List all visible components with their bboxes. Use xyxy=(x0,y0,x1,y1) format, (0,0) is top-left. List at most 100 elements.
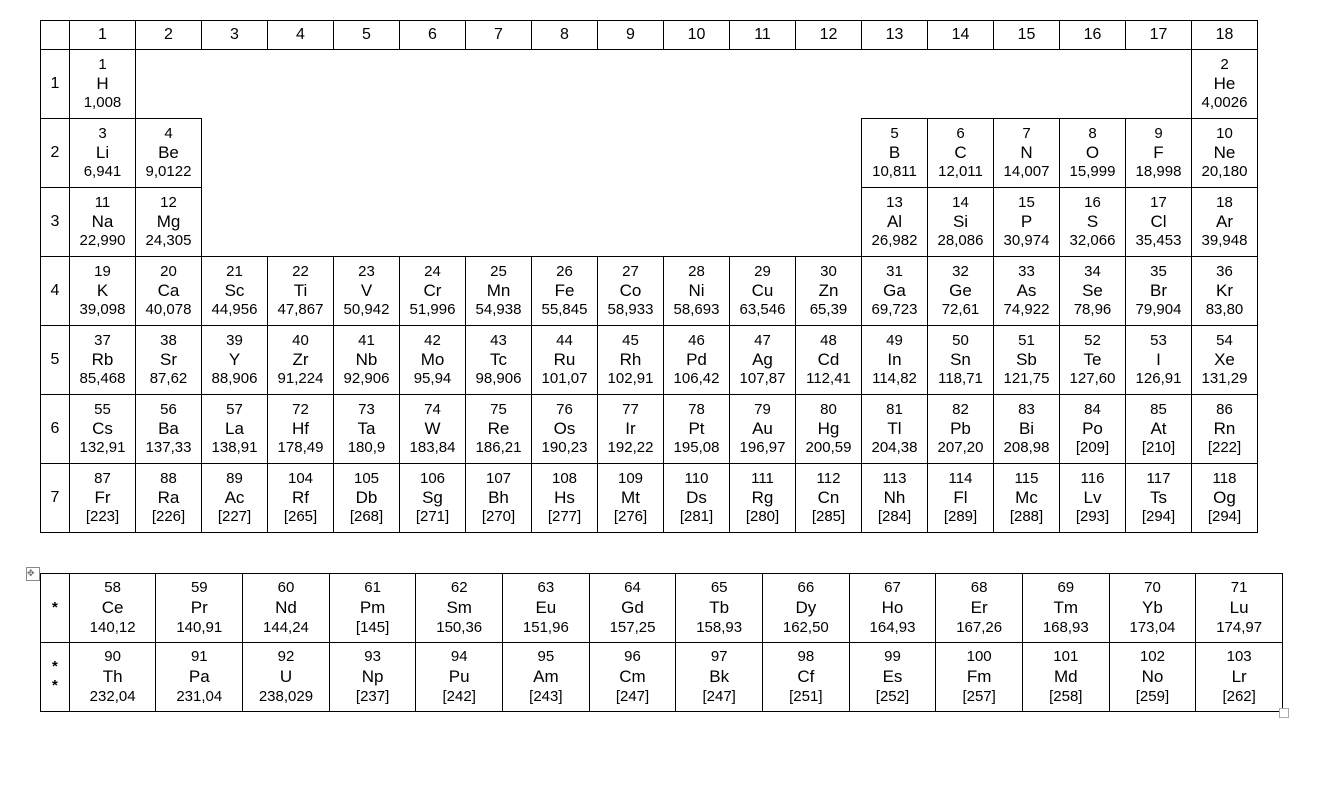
element-symbol: Co xyxy=(598,281,663,301)
element-Cr: 24Cr51,996 xyxy=(400,257,466,326)
atomic-mass: 200,59 xyxy=(796,439,861,457)
atomic-number: 106 xyxy=(400,470,465,488)
element-Fl: 114Fl[289] xyxy=(928,464,994,533)
empty-cell xyxy=(598,188,664,257)
group-header-10: 10 xyxy=(664,21,730,50)
group-header-1: 1 xyxy=(70,21,136,50)
atomic-mass: [289] xyxy=(928,508,993,526)
element-Rh: 45Rh102,91 xyxy=(598,326,664,395)
atomic-number: 80 xyxy=(796,401,861,419)
atomic-mass: 14,007 xyxy=(994,163,1059,181)
element-symbol: Er xyxy=(936,597,1022,618)
atomic-mass: 63,546 xyxy=(730,301,795,319)
atomic-mass: 102,91 xyxy=(598,370,663,388)
atomic-mass: [271] xyxy=(400,508,465,526)
element-symbol: Hg xyxy=(796,419,861,439)
empty-cell xyxy=(466,188,532,257)
element-Hf: 72Hf178,49 xyxy=(268,395,334,464)
element-Br: 35Br79,904 xyxy=(1126,257,1192,326)
element-Kr: 36Kr83,80 xyxy=(1192,257,1258,326)
atomic-mass: 85,468 xyxy=(70,370,135,388)
element-symbol: At xyxy=(1126,419,1191,439)
empty-cell xyxy=(664,119,730,188)
atomic-mass: 101,07 xyxy=(532,370,597,388)
element-symbol: Ag xyxy=(730,350,795,370)
atomic-mass: 22,990 xyxy=(70,232,135,250)
element-Cf: 98Cf[251] xyxy=(763,643,850,712)
atomic-number: 68 xyxy=(936,579,1022,598)
atomic-mass: 35,453 xyxy=(1126,232,1191,250)
atomic-number: 95 xyxy=(503,648,589,667)
atomic-number: 21 xyxy=(202,263,267,281)
group-header-18: 18 xyxy=(1192,21,1258,50)
atomic-number: 31 xyxy=(862,263,927,281)
element-symbol: He xyxy=(1192,74,1257,94)
element-W: 74W183,84 xyxy=(400,395,466,464)
atomic-number: 44 xyxy=(532,332,597,350)
atomic-number: 92 xyxy=(243,648,329,667)
atomic-number: 52 xyxy=(1060,332,1125,350)
element-symbol: Md xyxy=(1023,666,1109,687)
element-symbol: Pb xyxy=(928,419,993,439)
atomic-mass: 186,21 xyxy=(466,439,531,457)
element-symbol: Mo xyxy=(400,350,465,370)
empty-cell xyxy=(334,50,400,119)
element-symbol: Cf xyxy=(763,666,849,687)
atomic-mass: 18,998 xyxy=(1126,163,1191,181)
atomic-mass: 51,996 xyxy=(400,301,465,319)
resize-handle-icon[interactable] xyxy=(1279,708,1289,718)
atomic-number: 46 xyxy=(664,332,729,350)
element-Pd: 46Pd106,42 xyxy=(664,326,730,395)
period-label-3: 3 xyxy=(41,188,70,257)
element-Ta: 73Ta180,9 xyxy=(334,395,400,464)
atomic-number: 87 xyxy=(70,470,135,488)
element-At: 85At[210] xyxy=(1126,395,1192,464)
atomic-mass: 183,84 xyxy=(400,439,465,457)
atomic-number: 83 xyxy=(994,401,1059,419)
atomic-number: 3 xyxy=(70,125,135,143)
element-C: 6C12,011 xyxy=(928,119,994,188)
atomic-mass: [222] xyxy=(1192,439,1257,457)
element-Ts: 117Ts[294] xyxy=(1126,464,1192,533)
atomic-number: 50 xyxy=(928,332,993,350)
element-symbol: Kr xyxy=(1192,281,1257,301)
element-Lr: 103Lr[262] xyxy=(1196,643,1283,712)
element-Sn: 50Sn118,71 xyxy=(928,326,994,395)
atomic-number: 82 xyxy=(928,401,993,419)
element-symbol: Tm xyxy=(1023,597,1109,618)
atomic-number: 40 xyxy=(268,332,333,350)
element-symbol: Mt xyxy=(598,488,663,508)
empty-cell xyxy=(796,188,862,257)
atomic-mass: 74,922 xyxy=(994,301,1059,319)
element-symbol: Ca xyxy=(136,281,201,301)
element-Es: 99Es[252] xyxy=(849,643,936,712)
atomic-number: 117 xyxy=(1126,470,1191,488)
element-symbol: Ni xyxy=(664,281,729,301)
move-handle-icon[interactable]: ✥ xyxy=(26,567,40,581)
atomic-mass: 44,956 xyxy=(202,301,267,319)
element-symbol: Rg xyxy=(730,488,795,508)
element-Rg: 111Rg[280] xyxy=(730,464,796,533)
atomic-number: 73 xyxy=(334,401,399,419)
element-Mt: 109Mt[276] xyxy=(598,464,664,533)
atomic-number: 69 xyxy=(1023,579,1109,598)
empty-cell xyxy=(730,188,796,257)
empty-cell xyxy=(928,50,994,119)
atomic-mass: 1,008 xyxy=(70,94,135,112)
element-Sm: 62Sm150,36 xyxy=(416,574,503,643)
empty-cell xyxy=(334,188,400,257)
element-Pr: 59Pr140,91 xyxy=(156,574,243,643)
atomic-mass: 50,942 xyxy=(334,301,399,319)
empty-cell xyxy=(202,188,268,257)
atomic-mass: 140,12 xyxy=(70,619,156,638)
atomic-mass: 157,25 xyxy=(590,619,676,638)
atomic-number: 38 xyxy=(136,332,201,350)
element-symbol: Cn xyxy=(796,488,861,508)
atomic-number: 14 xyxy=(928,194,993,212)
atomic-mass: 15,999 xyxy=(1060,163,1125,181)
atomic-number: 54 xyxy=(1192,332,1257,350)
atomic-mass: 28,086 xyxy=(928,232,993,250)
element-Ti: 22Ti47,867 xyxy=(268,257,334,326)
atomic-number: 109 xyxy=(598,470,663,488)
element-symbol: V xyxy=(334,281,399,301)
